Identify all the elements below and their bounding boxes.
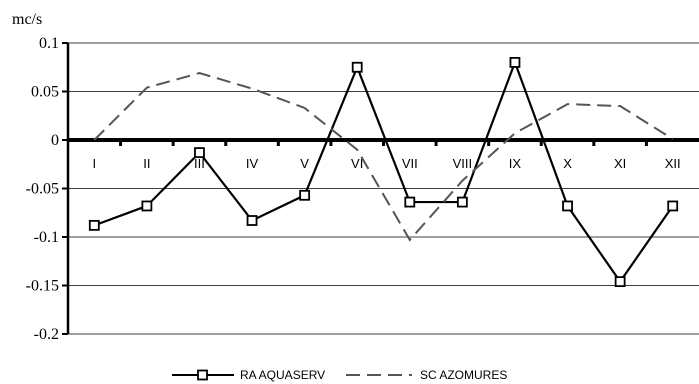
x-category-labels: I II III IV V VI VII VIII IX X XI XII [92,156,680,171]
series-line-1 [93,59,674,284]
data-point-marker [509,57,521,68]
x-category-label: IV [246,156,259,171]
data-point-marker [88,219,100,231]
data-point-marker [351,61,363,73]
data-point-marker [404,196,416,208]
legend-label-1: RA AQUASERV [240,368,325,382]
x-category-label: X [563,156,572,171]
legend: RA AQUASERV SC AZOMURES [172,368,507,382]
x-category-label: XII [665,156,681,171]
y-tick-label: 0.1 [39,35,59,52]
y-tick-label: 0 [51,132,59,149]
x-category-label: VI [351,156,363,171]
x-category-label: I [92,156,96,171]
x-category-label: III [194,156,205,171]
y-tick-labels: 0.1 0.05 0 -0.05 -0.1 -0.15 -0.2 [26,35,59,343]
y-axis-unit-label: mc/s [12,11,42,28]
x-category-label: V [300,156,309,171]
data-point-marker [456,196,468,208]
x-category-label: VIII [453,156,473,171]
data-point-marker [299,189,311,201]
y-tick-label: -0.15 [26,278,59,295]
x-category-label: II [143,156,150,171]
x-category-label: IX [509,156,522,171]
series-line-2 [93,72,674,242]
data-point-marker [246,215,258,226]
y-tick-label: -0.2 [34,326,59,343]
data-point-marker [194,147,205,159]
axes [62,42,699,335]
x-category-label: XI [614,156,626,171]
legend-label-2: SC AZOMURES [420,368,507,382]
series-lines [88,57,679,288]
data-point-marker [562,200,573,212]
x-category-label: VII [402,156,418,171]
data-point-marker [614,276,626,288]
y-tick-label: -0.05 [26,181,59,198]
y-tick-label: -0.1 [34,229,59,246]
y-tick-label: 0.05 [31,84,59,101]
data-point-marker [141,200,153,212]
data-point-marker [667,200,679,212]
legend-marker-1 [197,369,208,381]
